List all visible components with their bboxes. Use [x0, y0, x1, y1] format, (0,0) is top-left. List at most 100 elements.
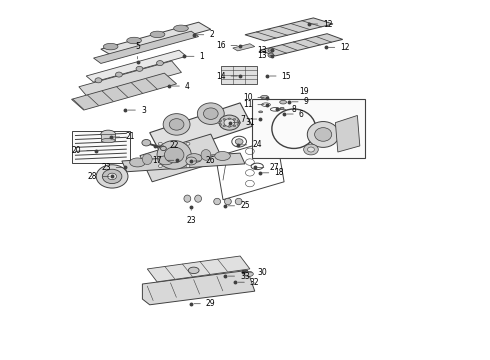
Ellipse shape [237, 123, 240, 125]
Polygon shape [79, 61, 181, 98]
Text: 27: 27 [258, 163, 279, 172]
Polygon shape [260, 34, 343, 56]
Ellipse shape [136, 66, 143, 71]
Text: 24: 24 [241, 140, 262, 149]
Polygon shape [150, 103, 252, 156]
Ellipse shape [95, 78, 102, 83]
Ellipse shape [233, 118, 236, 120]
Ellipse shape [304, 144, 318, 155]
Text: 21: 21 [113, 132, 135, 141]
Ellipse shape [268, 53, 274, 57]
Ellipse shape [186, 142, 190, 145]
Polygon shape [233, 44, 255, 51]
Ellipse shape [101, 138, 115, 143]
Text: 31: 31 [233, 118, 255, 127]
Ellipse shape [150, 31, 165, 38]
Ellipse shape [245, 271, 253, 276]
Ellipse shape [219, 120, 221, 122]
Ellipse shape [261, 95, 269, 99]
Polygon shape [86, 50, 186, 82]
Ellipse shape [268, 48, 274, 52]
Ellipse shape [233, 125, 236, 127]
Polygon shape [335, 116, 360, 152]
Text: 4: 4 [172, 82, 190, 91]
Polygon shape [122, 153, 245, 172]
Ellipse shape [239, 122, 241, 123]
Text: 25: 25 [228, 201, 250, 210]
Ellipse shape [186, 157, 196, 165]
Ellipse shape [228, 126, 231, 127]
Text: 22: 22 [157, 141, 179, 150]
Text: 16: 16 [216, 41, 237, 50]
Ellipse shape [280, 100, 287, 104]
Text: 20: 20 [72, 146, 93, 155]
Text: 33: 33 [228, 271, 250, 280]
Ellipse shape [158, 156, 173, 165]
Text: 26: 26 [194, 157, 216, 166]
Ellipse shape [108, 173, 117, 180]
Ellipse shape [228, 118, 231, 120]
Ellipse shape [173, 25, 188, 32]
Ellipse shape [201, 149, 211, 160]
Ellipse shape [308, 147, 315, 152]
Ellipse shape [96, 165, 128, 188]
Ellipse shape [235, 139, 243, 144]
Bar [252, 99, 365, 158]
Text: 19: 19 [299, 87, 308, 96]
Text: 3: 3 [128, 105, 146, 114]
Ellipse shape [116, 72, 122, 77]
Text: 11: 11 [243, 100, 264, 109]
Text: 32: 32 [238, 278, 260, 287]
Text: 1: 1 [187, 52, 204, 61]
Polygon shape [143, 270, 255, 305]
Ellipse shape [127, 37, 142, 44]
Ellipse shape [164, 147, 184, 163]
Polygon shape [72, 73, 176, 110]
Ellipse shape [130, 158, 146, 167]
Polygon shape [140, 134, 223, 182]
Text: 14: 14 [216, 72, 237, 81]
Text: 6: 6 [287, 109, 304, 118]
Text: 2: 2 [196, 30, 214, 39]
Text: 8: 8 [279, 105, 296, 114]
Ellipse shape [158, 142, 162, 145]
Ellipse shape [307, 122, 339, 147]
Ellipse shape [172, 152, 181, 162]
Ellipse shape [186, 154, 202, 163]
Ellipse shape [158, 165, 162, 167]
Bar [101, 134, 115, 140]
Ellipse shape [169, 119, 184, 130]
Ellipse shape [157, 60, 163, 66]
Ellipse shape [143, 154, 152, 165]
Ellipse shape [224, 119, 235, 127]
Text: 12: 12 [311, 19, 333, 28]
Ellipse shape [184, 195, 191, 202]
Text: 9: 9 [292, 97, 309, 106]
Ellipse shape [163, 114, 190, 135]
Text: 28: 28 [88, 172, 109, 181]
Ellipse shape [160, 146, 166, 150]
Bar [220, 66, 257, 84]
Text: 13: 13 [257, 51, 272, 60]
Ellipse shape [186, 165, 190, 167]
Polygon shape [147, 256, 250, 282]
Text: 18: 18 [263, 168, 284, 177]
Ellipse shape [223, 125, 225, 127]
Text: 10: 10 [243, 93, 264, 102]
Ellipse shape [215, 152, 230, 161]
Ellipse shape [218, 122, 220, 123]
Text: 23: 23 [186, 210, 196, 225]
Ellipse shape [315, 128, 332, 141]
Text: 12: 12 [328, 43, 350, 52]
Ellipse shape [224, 198, 231, 205]
Ellipse shape [195, 195, 201, 202]
Ellipse shape [259, 111, 263, 113]
Text: 23: 23 [101, 163, 122, 172]
Polygon shape [245, 18, 333, 41]
Text: 29: 29 [194, 299, 216, 308]
Ellipse shape [157, 140, 191, 169]
Bar [72, 131, 130, 163]
Ellipse shape [188, 267, 199, 274]
Ellipse shape [197, 103, 224, 125]
Text: 15: 15 [270, 72, 291, 81]
